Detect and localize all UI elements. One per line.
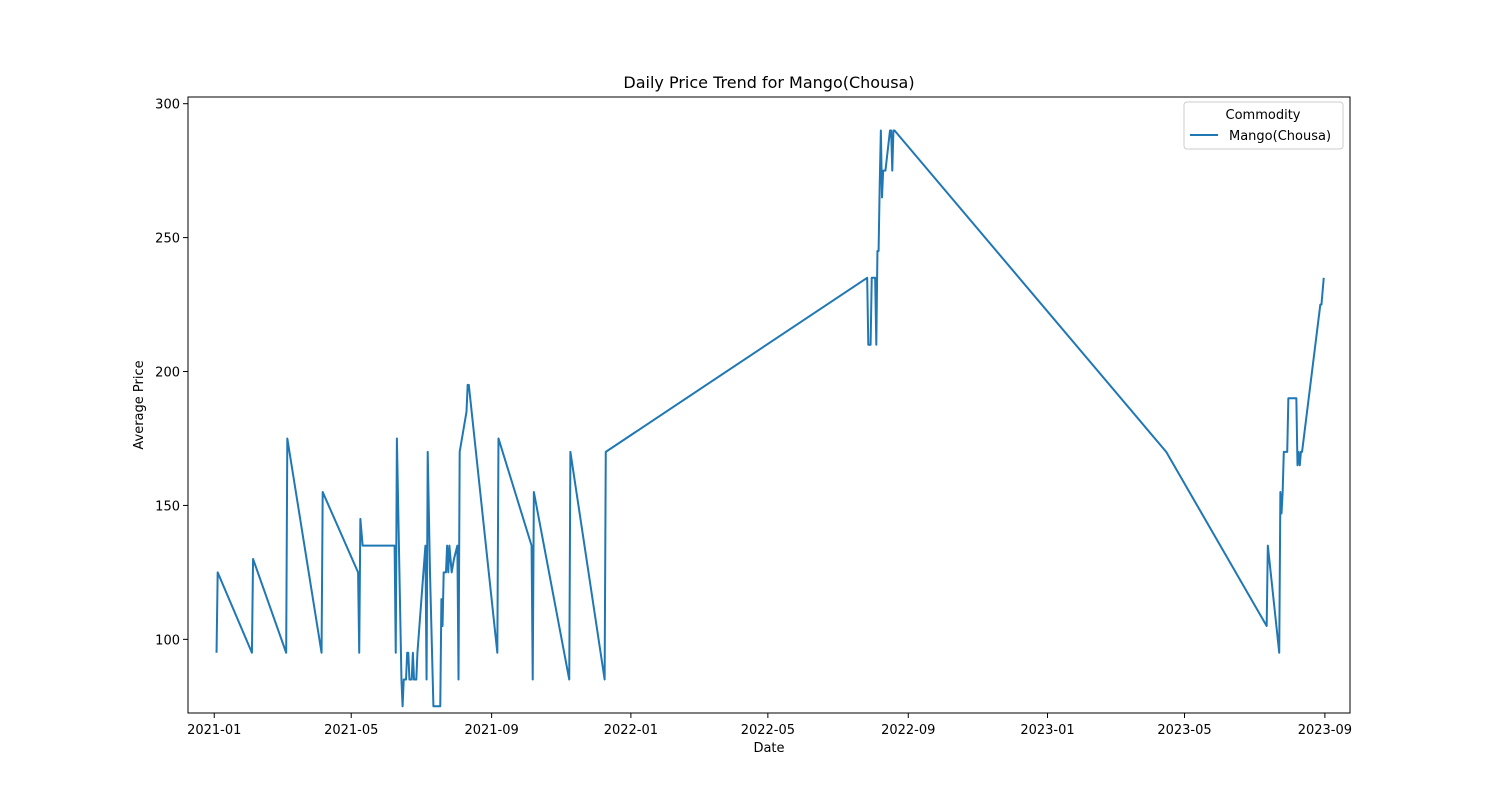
legend-box [1183, 101, 1344, 150]
y-tick-label: 300 [155, 98, 180, 113]
chart-title: Daily Price Trend for Mango(Chousa) [623, 73, 914, 92]
x-axis-label: Date [753, 741, 784, 756]
x-tick-label: 2022-05 [741, 723, 795, 738]
y-tick-label: 100 [155, 633, 180, 648]
plot-content [215, 129, 1325, 708]
x-tick-label: 2021-05 [324, 723, 378, 738]
x-tick-label: 2023-01 [1020, 723, 1074, 738]
legend: Commodity Mango(Chousa) [1183, 101, 1344, 150]
y-tick-label: 200 [155, 366, 180, 381]
y-axis-label: Average Price [132, 360, 147, 449]
legend-entry-label: Mango(Chousa) [1229, 129, 1331, 144]
x-tick-label: 2022-01 [604, 723, 658, 738]
series-line-0 [215, 129, 1325, 708]
x-axis: 2021-01 2021-05 2021-09 2022-01 2022-05 2022-… [187, 713, 1352, 738]
x-tick-label: 2023-05 [1157, 723, 1211, 738]
y-tick-label: 250 [155, 232, 180, 247]
y-axis: 100 150 200 250 300 [155, 98, 188, 648]
x-tick-label: 2022-09 [881, 723, 935, 738]
x-tick-label: 2023-09 [1298, 723, 1352, 738]
x-tick-label: 2021-01 [187, 723, 241, 738]
legend-title: Commodity [1226, 108, 1301, 123]
y-tick-label: 150 [155, 499, 180, 514]
plot-frame [187, 96, 1351, 714]
x-tick-label: 2021-09 [464, 723, 518, 738]
